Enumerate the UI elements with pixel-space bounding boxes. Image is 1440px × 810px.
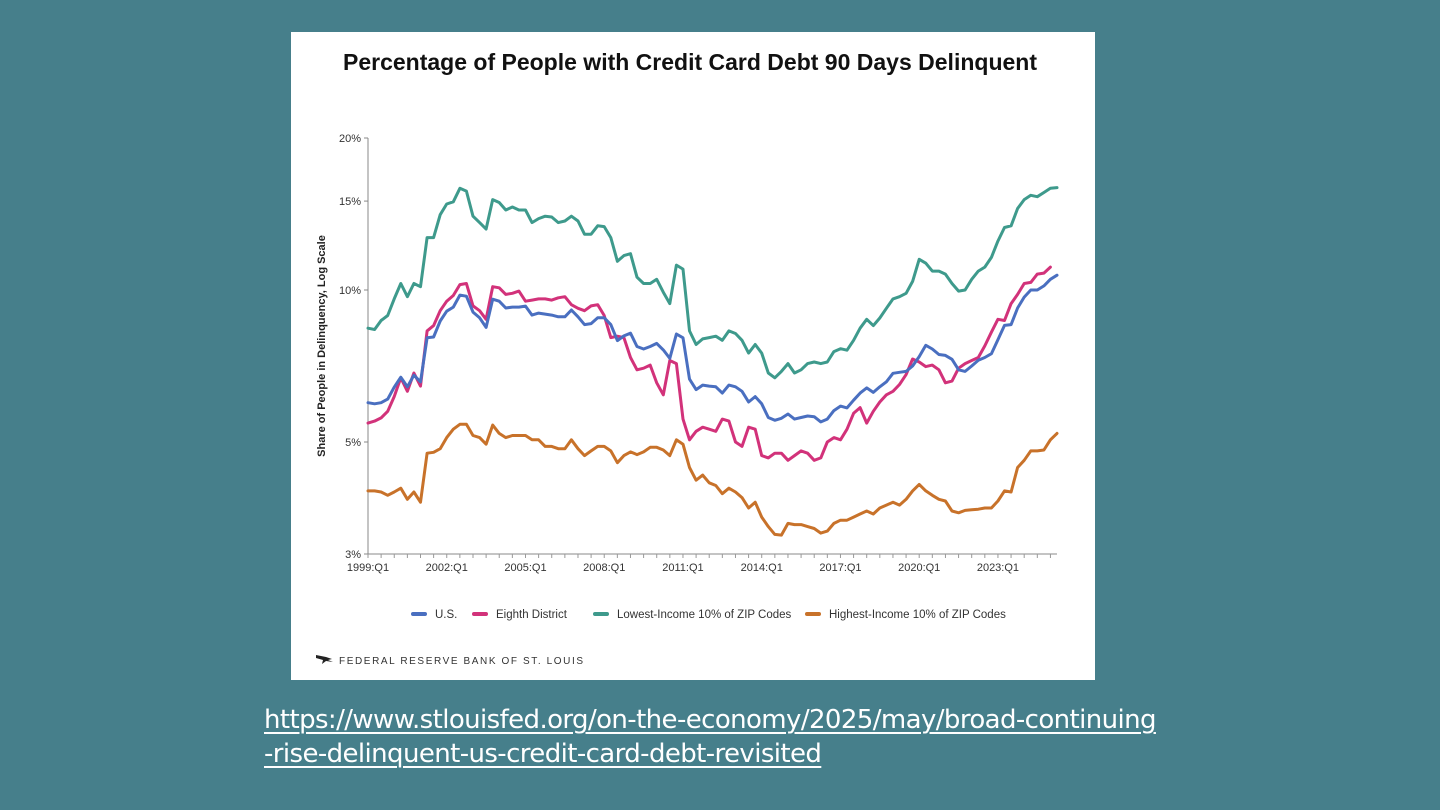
x-axis: 1999:Q1 2002:Q1 2005:Q1 2008:Q1 2011:Q1 2014:…	[347, 553, 1057, 574]
legend-label: Eighth District	[496, 609, 568, 621]
legend-label: U.S.	[435, 609, 457, 621]
series-line-lowest-income-10-of-zip-codes	[366, 186, 1059, 380]
series-lines	[366, 186, 1059, 537]
legend-label: Lowest-Income 10% of ZIP Codes	[617, 609, 792, 621]
x-tick-label: 2017:Q1	[819, 562, 861, 574]
source-url-link[interactable]: https://www.stlouisfed.org/on-the-econom…	[264, 705, 1157, 769]
chart-title: Percentage of People with Credit Card De…	[343, 49, 1037, 75]
legend-label: Highest-Income 10% of ZIP Codes	[829, 609, 1006, 621]
y-tick-label: 3%	[345, 549, 361, 561]
x-tick-label: 2008:Q1	[583, 562, 625, 574]
chart-card: Percentage of People with Credit Card De…	[291, 32, 1095, 680]
legend-item: Lowest-Income 10% of ZIP Codes	[593, 609, 792, 621]
footer-text: FEDERAL RESERVE BANK OF ST. LOUIS	[339, 656, 585, 667]
legend-item: U.S.	[411, 609, 457, 621]
y-tick-label: 20%	[339, 133, 361, 145]
y-axis: 3% 5% 10% 15% 20%	[339, 133, 369, 561]
y-tick-label: 5%	[345, 437, 361, 449]
x-tick-label: 2020:Q1	[898, 562, 940, 574]
series-line-highest-income-10-of-zip-codes	[366, 422, 1059, 537]
series-line-u-s	[366, 273, 1059, 424]
y-tick-label: 10%	[339, 285, 361, 297]
series-line-eighth-district	[366, 265, 1052, 462]
x-tick-label: 2014:Q1	[741, 562, 783, 574]
x-tick-label: 2011:Q1	[662, 562, 703, 574]
legend-item: Highest-Income 10% of ZIP Codes	[805, 609, 1006, 621]
x-tick-label: 2002:Q1	[426, 562, 468, 574]
y-axis-label: Share of People in Delinquency, Log Scal…	[316, 235, 328, 457]
x-tick-label: 1999:Q1	[347, 562, 389, 574]
line-chart: Percentage of People with Credit Card De…	[316, 49, 1059, 667]
legend: U.S. Eighth District Lowest-Income 10% of …	[411, 609, 1006, 621]
y-tick-label: 15%	[339, 196, 361, 208]
legend-item: Eighth District	[472, 609, 568, 621]
footer: FEDERAL RESERVE BANK OF ST. LOUIS	[316, 655, 585, 667]
eagle-logo-icon	[316, 655, 333, 664]
x-tick-label: 2023:Q1	[977, 562, 1019, 574]
x-tick-label: 2005:Q1	[504, 562, 546, 574]
